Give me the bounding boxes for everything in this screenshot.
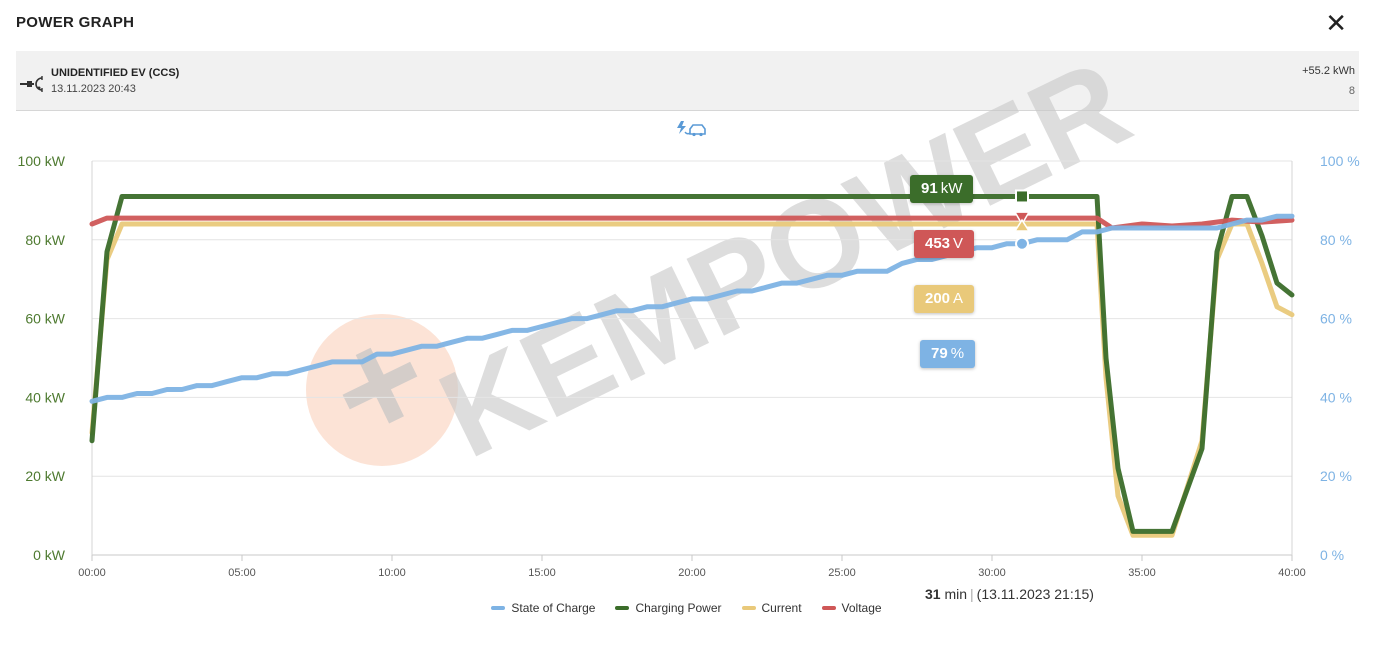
x-tick-label: 15:00 [528, 567, 556, 579]
left-y-tick-label: 60 kW [25, 311, 65, 327]
voltage-readout-value: 453 [925, 235, 951, 252]
x-tick-label: 10:00 [378, 567, 406, 579]
hover-cursor [1013, 189, 1031, 251]
left-y-tick-label: 40 kW [25, 389, 65, 405]
legend-swatch [615, 605, 630, 610]
page-title: POWER GRAPH [16, 14, 135, 31]
power-marker [1015, 189, 1029, 204]
voltage-marker [1013, 211, 1031, 226]
x-tick-label: 05:00 [228, 567, 256, 579]
legend-item-state-of-charge[interactable]: State of Charge [491, 601, 595, 615]
cursor-timestamp: (13.11.2023 21:15) [976, 586, 1094, 602]
x-tick-label: 20:00 [678, 567, 706, 579]
legend-item-voltage[interactable]: Voltage [821, 601, 882, 615]
left-y-tick-label: 80 kW [25, 232, 65, 248]
session-count: 8 [1348, 85, 1355, 97]
ccs-plug-icon [20, 76, 43, 92]
cursor-duration-value: 31 [925, 586, 941, 602]
x-tick-label: 40:00 [1278, 567, 1306, 579]
cursor-duration-unit: min [944, 586, 968, 602]
legend-label: Voltage [841, 601, 882, 615]
chart-axes: 0 kW 20 kW 40 kW 60 kW 80 kW 100 kW 0 % 20 % 40 … [18, 153, 1360, 579]
power-readout-unit: kW [940, 180, 963, 197]
chart-legend: State of Charge Charging Power Current Volt… [0, 601, 1373, 615]
legend-label: Current [761, 601, 802, 615]
x-tick-label: 35:00 [1128, 567, 1156, 579]
energy-delivered: +55.2 kWh [1302, 65, 1355, 77]
current-readout-value: 200 [925, 290, 951, 307]
legend-swatch [741, 605, 756, 610]
right-y-tick-label: 40 % [1320, 389, 1352, 405]
x-tick-label: 25:00 [828, 567, 856, 579]
legend-label: State of Charge [511, 601, 596, 615]
x-tick-label: 00:00 [78, 567, 106, 579]
legend-swatch [821, 605, 836, 610]
series-line-current [89, 221, 1295, 538]
legend-swatch [491, 605, 506, 610]
power-readout-value: 91 [921, 180, 938, 197]
close-button[interactable]: ✕ [1325, 8, 1347, 38]
ev-name: UNIDENTIFIED EV (CCS) [51, 67, 180, 79]
right-y-tick-label: 0 % [1320, 547, 1344, 563]
watermark-text: KEMPOWER [420, 34, 1149, 484]
kempower-watermark: +KEMPOWER [303, 34, 1150, 484]
voltage-readout: 453 V [914, 230, 975, 258]
series-line-state-of-charge [89, 213, 1295, 404]
right-y-tick-label: 20 % [1320, 468, 1352, 484]
right-y-tick-label: 80 % [1320, 232, 1352, 248]
right-y-tick-label: 100 % [1320, 153, 1360, 169]
left-y-tick-label: 100 kW [18, 153, 66, 169]
x-tick-label: 30:00 [978, 567, 1006, 579]
soc-readout: 79% [920, 340, 976, 368]
voltage-readout-unit: V [953, 235, 964, 252]
right-y-tick-label: 60 % [1320, 311, 1352, 327]
current-marker [1013, 218, 1031, 232]
soc-marker [1015, 236, 1029, 251]
current-readout: 200 A [914, 285, 975, 313]
current-readout-unit: A [953, 290, 964, 307]
legend-item-charging-power[interactable]: Charging Power [615, 601, 722, 615]
cursor-time-readout: 31 min | (13.11.2023 21:15) [925, 586, 1094, 602]
left-y-tick-label: 0 kW [33, 547, 66, 563]
session-info-bar: UNIDENTIFIED EV (CCS) 13.11.2023 20:43 +… [16, 51, 1359, 111]
left-y-tick-label: 20 kW [25, 468, 65, 484]
soc-readout-value: 79 [931, 345, 948, 362]
power-readout: 91 kW [910, 175, 974, 203]
legend-item-current[interactable]: Current [741, 601, 802, 615]
legend-label: Charging Power [635, 601, 722, 615]
watermark-circle [306, 314, 458, 466]
soc-readout-unit: % [950, 345, 965, 362]
chart-series [89, 194, 1295, 538]
charging-car-icon [677, 121, 706, 137]
session-start-time: 13.11.2023 20:43 [51, 83, 136, 95]
